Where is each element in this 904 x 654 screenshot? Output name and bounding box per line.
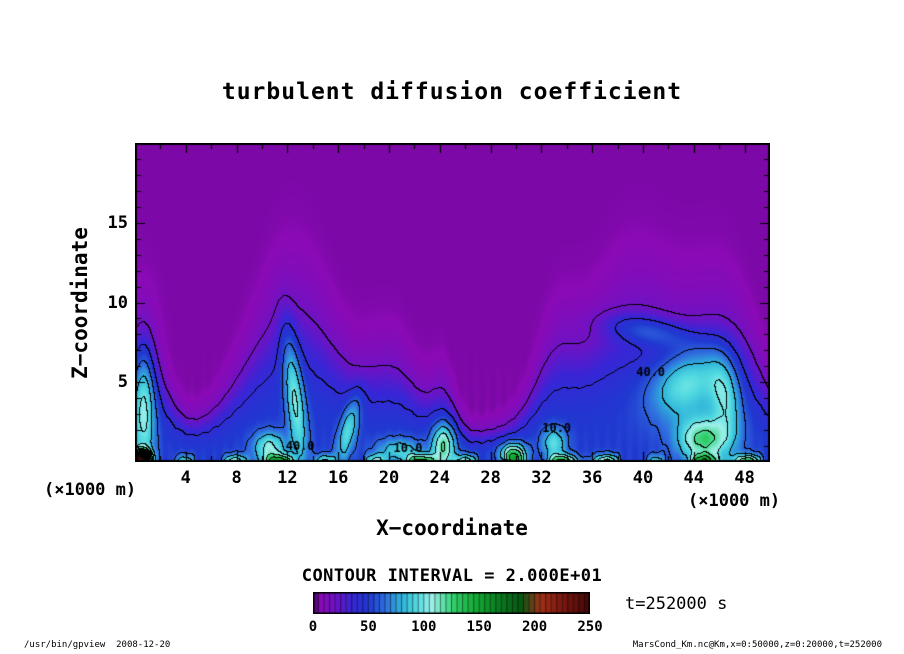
z-tick-label: 5 <box>117 372 128 393</box>
footer-command: /usr/bin/gpview 2008-12-20 <box>24 640 171 650</box>
x-tick-label: 36 <box>581 468 603 488</box>
x-tick-label: 44 <box>683 468 705 488</box>
x-axis-label: X−coordinate <box>376 516 528 540</box>
x-tick-label: 40 <box>632 468 654 488</box>
x-tick-label: 8 <box>231 468 242 488</box>
colorbar-tick-label: 0 <box>308 619 318 635</box>
contour-interval-caption: CONTOUR INTERVAL = 2.000E+01 <box>301 566 603 586</box>
colorbar-tick-label: 200 <box>521 619 548 635</box>
z-tick-label: 10 <box>107 292 128 313</box>
colorbar-tick-label: 150 <box>466 619 492 635</box>
time-label: t=252000 s <box>625 594 728 614</box>
plot-title: turbulent diffusion coefficient <box>221 79 683 105</box>
colorbar-tick-label: 100 <box>411 619 437 635</box>
z-axis-label: Z−coordinate <box>68 227 92 379</box>
z-axis-unit: (×1000 m) <box>44 480 137 500</box>
x-tick-label: 20 <box>378 468 400 488</box>
colorbar-tick-label: 50 <box>359 619 377 635</box>
x-tick-label: 32 <box>531 468 552 488</box>
x-tick-label: 24 <box>429 468 451 488</box>
colorbar-canvas <box>313 592 590 614</box>
z-tick-label: 15 <box>107 212 128 233</box>
colorbar-tick-label: 250 <box>577 619 603 635</box>
x-tick-label: 12 <box>277 468 298 488</box>
x-tick-label: 48 <box>734 468 755 488</box>
x-tick-label: 16 <box>327 468 349 488</box>
footer-dataset: MarsCond_Km.nc@Km,x=0:50000,z=0:20000,t=… <box>632 640 882 650</box>
x-tick-label: 4 <box>180 468 191 488</box>
contour-plot-canvas <box>135 143 770 462</box>
x-axis-unit: (×1000 m) <box>688 491 781 511</box>
x-tick-label: 28 <box>480 468 501 488</box>
